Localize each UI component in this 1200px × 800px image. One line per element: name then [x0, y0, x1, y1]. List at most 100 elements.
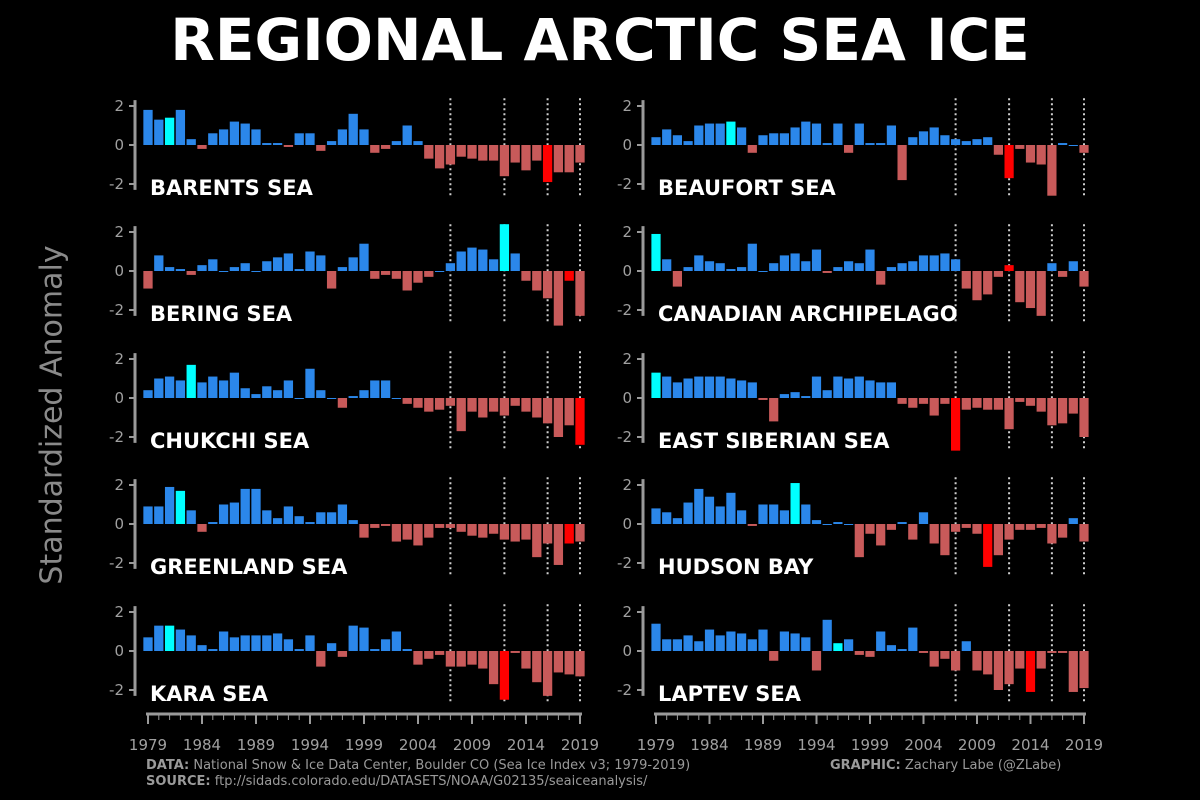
footer-credits: DATA: National Snow & Ice Data Center, B… — [146, 758, 690, 790]
bering-sea-bar-2009 — [467, 247, 477, 271]
kara-sea-bar-1985 — [208, 649, 218, 651]
canadian-archipelago-ytick-label: -2 — [617, 301, 632, 319]
barents-sea-bar-1997 — [337, 129, 348, 145]
beaufort-sea-bar-1996 — [833, 123, 843, 145]
greenland-sea-bar-2012 — [499, 524, 510, 540]
canadian-archipelago-bar-2001 — [886, 267, 897, 271]
barents-sea-ytick-label: 0 — [114, 136, 124, 154]
canadian-archipelago-label: CANADIAN ARCHIPELAGO — [658, 302, 958, 326]
greenland-sea-bar-1983 — [186, 510, 196, 524]
kara-sea-bar-1999 — [359, 627, 369, 651]
laptev-sea-ytick-label: 0 — [622, 642, 632, 660]
barents-sea-bar-1981 — [164, 117, 175, 145]
kara-sea-bar-2007 — [445, 651, 456, 667]
greenland-sea-bar-1985 — [208, 522, 218, 524]
chukchi-sea-bar-1995 — [316, 390, 326, 398]
east-siberian-sea-bar-1990 — [769, 398, 779, 422]
canadian-archipelago-bar-1987 — [736, 267, 747, 271]
kara-sea-bar-2002 — [391, 631, 402, 651]
bering-sea-bar-2004 — [413, 271, 423, 283]
chukchi-sea-bar-2005 — [424, 398, 434, 412]
hudson-bay-bar-1989 — [758, 504, 768, 524]
beaufort-sea-bar-2017 — [1057, 143, 1068, 145]
hudson-bay-bar-1988 — [747, 524, 757, 526]
beaufort-sea-bar-1989 — [758, 135, 768, 145]
greenland-sea-bar-2003 — [402, 524, 412, 540]
east-siberian-sea-bar-1989 — [758, 398, 768, 400]
kara-sea-ytick-label: 0 — [114, 642, 124, 660]
chukchi-sea-bar-2012 — [499, 398, 510, 416]
greenland-sea-bar-1993 — [294, 516, 304, 524]
chukchi-sea-bar-1997 — [337, 398, 348, 408]
barents-sea-bar-1983 — [186, 139, 196, 145]
east-siberian-sea-bar-1991 — [779, 394, 790, 398]
chukchi-sea-bar-2007 — [445, 398, 456, 406]
kara-sea-bar-1986 — [218, 631, 229, 651]
greenland-sea-bar-2013 — [510, 524, 520, 542]
laptev-sea-bar-2006 — [940, 651, 950, 659]
laptev-sea-bar-1987 — [736, 633, 747, 651]
bering-sea-bar-2014 — [521, 271, 531, 281]
x-axis-1-tick-label: 1989 — [237, 736, 275, 754]
x-axis-1-tick-label: 1979 — [129, 736, 167, 754]
chukchi-sea-bar-2008 — [456, 398, 466, 432]
barents-sea-bar-1992 — [283, 145, 294, 147]
laptev-sea-bar-1999 — [865, 651, 875, 657]
canadian-archipelago-bar-2010 — [983, 271, 993, 295]
greenland-sea-bar-2017 — [553, 524, 564, 565]
bering-sea-bar-2011 — [488, 259, 499, 271]
greenland-sea-bar-2008 — [456, 524, 466, 532]
greenland-sea-bar-2014 — [521, 524, 531, 540]
east-siberian-sea-bar-1984 — [704, 376, 715, 398]
greenland-sea-bar-1980 — [154, 506, 164, 524]
laptev-sea-bar-1996 — [833, 643, 843, 651]
chukchi-sea-bar-2019 — [575, 398, 585, 445]
canadian-archipelago-bar-1986 — [726, 269, 736, 271]
kara-sea-bar-2000 — [370, 649, 380, 651]
footer-source-text: ftp://sidads.colorado.edu/DATASETS/NOAA/… — [214, 774, 648, 789]
laptev-sea-bar-2016 — [1047, 651, 1057, 653]
beaufort-sea-bar-2019 — [1079, 145, 1089, 153]
greenland-sea-bar-1992 — [283, 506, 294, 524]
greenland-sea-ytick-label: 2 — [114, 476, 124, 494]
laptev-sea-bar-1993 — [801, 637, 811, 651]
kara-sea-bar-2016 — [542, 651, 553, 696]
kara-sea-bar-1995 — [316, 651, 326, 667]
bering-sea-bar-2008 — [456, 251, 466, 271]
hudson-bay-bar-1980 — [662, 512, 672, 524]
barents-sea-bar-2018 — [564, 145, 574, 173]
barents-sea-bar-2014 — [521, 145, 531, 171]
canadian-archipelago-bar-1979 — [651, 233, 661, 271]
canadian-archipelago-bar-1985 — [715, 263, 725, 271]
bering-sea-bar-2018 — [564, 271, 574, 281]
chukchi-sea-bar-1981 — [164, 376, 175, 398]
east-siberian-sea-bar-1986 — [726, 378, 736, 398]
greenland-sea-bar-2002 — [391, 524, 402, 542]
hudson-bay-bar-1986 — [726, 492, 736, 524]
beaufort-sea-bar-2015 — [1036, 145, 1046, 165]
barents-sea-bar-1990 — [262, 143, 272, 145]
kara-sea-bar-1988 — [240, 635, 250, 651]
beaufort-sea-bar-2003 — [908, 137, 918, 145]
greenland-sea-bar-1988 — [240, 488, 250, 524]
greenland-sea-bar-2018 — [564, 524, 574, 544]
hudson-bay-ytick-label: 0 — [622, 515, 632, 533]
chukchi-sea-bar-2010 — [478, 398, 488, 418]
hudson-bay-bar-1992 — [790, 483, 800, 524]
bering-sea-bar-2013 — [510, 253, 520, 271]
greenland-sea-bar-2015 — [532, 524, 542, 558]
bering-sea-bar-1983 — [186, 271, 196, 275]
chukchi-sea-bar-1988 — [240, 388, 250, 398]
hudson-bay-bar-1990 — [769, 504, 779, 524]
canadian-archipelago-bar-2008 — [961, 271, 971, 289]
beaufort-sea-ytick-label: 0 — [622, 136, 632, 154]
laptev-sea-bar-2009 — [972, 651, 982, 671]
beaufort-sea-bar-2010 — [983, 137, 993, 145]
bering-sea-bar-2003 — [402, 271, 412, 291]
barents-sea-bar-2017 — [553, 145, 564, 173]
greenland-sea-bar-1999 — [359, 524, 369, 538]
canadian-archipelago-bar-1994 — [811, 249, 822, 271]
chukchi-sea-bar-2015 — [532, 398, 542, 418]
bering-sea-bar-1998 — [348, 257, 358, 271]
east-siberian-sea-bar-2003 — [908, 398, 918, 408]
